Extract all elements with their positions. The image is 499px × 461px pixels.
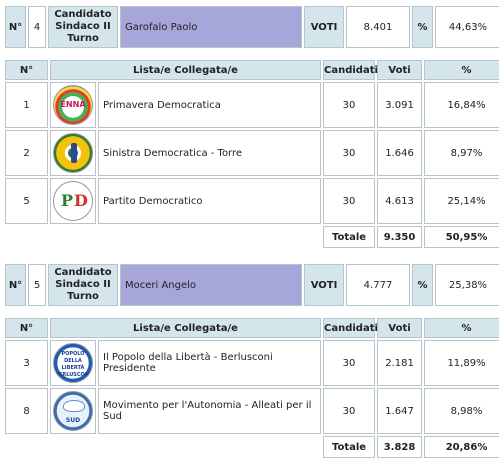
- list-name: Partito Democratico: [98, 178, 322, 224]
- list-number: 1: [5, 82, 48, 128]
- sinistra-democratica-logo-icon: [53, 133, 93, 173]
- col-header-percent: %: [424, 60, 499, 80]
- list-votes: 3.091: [377, 82, 423, 128]
- list-votes: 4.613: [377, 178, 423, 224]
- list-percent: 25,14%: [424, 178, 499, 224]
- list-votes: 2.181: [377, 340, 423, 386]
- candidate-summary-table: N° 5 Candidato Sindaco II Turno Moceri A…: [3, 262, 499, 308]
- list-name: Sinistra Democratica - Torre: [98, 130, 322, 176]
- total-label: Totale: [323, 226, 376, 248]
- total-row: Totale 3.828 20,86%: [5, 436, 499, 458]
- col-header-number: N°: [5, 318, 48, 338]
- total-row: Totale 9.350 50,95%: [5, 226, 499, 248]
- total-percent: 20,86%: [424, 436, 499, 458]
- total-percent: 50,95%: [424, 226, 499, 248]
- candidate-percent: 25,38%: [435, 264, 499, 306]
- list-percent: 16,84%: [424, 82, 499, 128]
- votes-label: VOTI: [304, 264, 344, 306]
- candidate-votes: 8.401: [346, 6, 410, 48]
- candidate-number: 5: [28, 264, 46, 306]
- list-candidati: 30: [323, 340, 376, 386]
- col-header-candidati: Candidati: [323, 60, 378, 80]
- col-header-lista: Lista/e Collegata/e: [50, 60, 322, 80]
- linked-lists-table: N° Lista/e Collegata/e Candidati Voti % …: [3, 316, 499, 460]
- col-header-voti: Voti: [377, 318, 423, 338]
- candidate-votes: 4.777: [346, 264, 410, 306]
- list-number: 5: [5, 178, 48, 224]
- candidate-name: Garofalo Paolo: [120, 6, 302, 48]
- list-candidati: 30: [323, 82, 376, 128]
- total-votes: 9.350: [377, 226, 423, 248]
- candidate-block-2: N° 5 Candidato Sindaco II Turno Moceri A…: [3, 262, 499, 460]
- candidate-percent: 44,63%: [435, 6, 499, 48]
- list-candidati: 30: [323, 388, 376, 434]
- total-label: Totale: [323, 436, 376, 458]
- list-votes: 1.646: [377, 130, 423, 176]
- mpa-party-logo-icon: SUD: [53, 391, 93, 431]
- list-percent: 11,89%: [424, 340, 499, 386]
- total-votes: 3.828: [377, 436, 423, 458]
- table-row: 1 ENNA Primavera Democratica 30 3.091 16…: [5, 82, 499, 128]
- candidate-name: Moceri Angelo: [120, 264, 302, 306]
- candidate-summary-table: N° 4 Candidato Sindaco II Turno Garofalo…: [3, 4, 499, 50]
- pdl-party-logo-icon: POPOLO DELLA LIBERTÀ BERLUSCONI: [53, 343, 93, 383]
- col-header-candidati: Candidati: [323, 318, 378, 338]
- percent-label: %: [412, 6, 433, 48]
- list-candidati: 30: [323, 178, 376, 224]
- candidate-title: Candidato Sindaco II Turno: [48, 264, 118, 306]
- enna-party-logo-icon: ENNA: [53, 85, 93, 125]
- col-header-voti: Voti: [377, 60, 423, 80]
- candidate-number-label: N°: [5, 6, 26, 48]
- list-percent: 8,97%: [424, 130, 499, 176]
- list-name: Il Popolo della Libertà - Berlusconi Pre…: [98, 340, 322, 386]
- table-row: 8 SUD Movimento per l'Autonomia - Alleat…: [5, 388, 499, 434]
- linked-lists-table: N° Lista/e Collegata/e Candidati Voti % …: [3, 58, 499, 250]
- table-row: 2 Sinistra Democratica - Torre 30 1.646 …: [5, 130, 499, 176]
- table-row: 3 POPOLO DELLA LIBERTÀ BERLUSCONI Il Pop…: [5, 340, 499, 386]
- list-number: 8: [5, 388, 48, 434]
- col-header-number: N°: [5, 60, 48, 80]
- list-percent: 8,98%: [424, 388, 499, 434]
- list-votes: 1.647: [377, 388, 423, 434]
- list-name: Movimento per l'Autonomia - Alleati per …: [98, 388, 322, 434]
- candidate-title: Candidato Sindaco II Turno: [48, 6, 118, 48]
- list-number: 2: [5, 130, 48, 176]
- candidate-block-1: N° 4 Candidato Sindaco II Turno Garofalo…: [3, 4, 499, 250]
- list-candidati: 30: [323, 130, 376, 176]
- list-name: Primavera Democratica: [98, 82, 322, 128]
- col-header-lista: Lista/e Collegata/e: [50, 318, 322, 338]
- candidate-number-label: N°: [5, 264, 26, 306]
- votes-label: VOTI: [304, 6, 344, 48]
- col-header-percent: %: [424, 318, 499, 338]
- list-number: 3: [5, 340, 48, 386]
- percent-label: %: [412, 264, 433, 306]
- candidate-number: 4: [28, 6, 46, 48]
